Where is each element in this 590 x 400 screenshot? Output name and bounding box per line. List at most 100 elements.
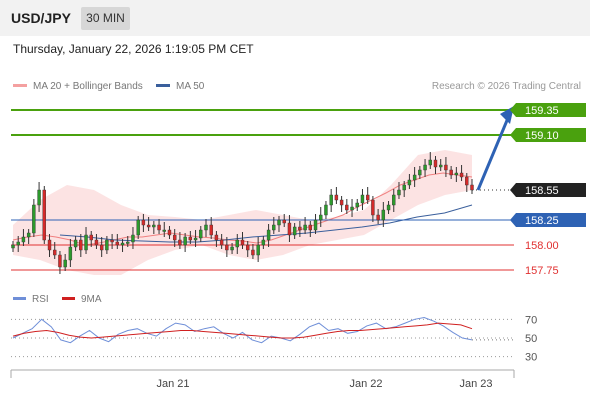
timeframe-button[interactable]: 30 MIN [81, 7, 130, 30]
candle-body [89, 234, 93, 241]
legend-ma20-label: MA 20 + Bollinger Bands [33, 81, 143, 92]
candle-body [423, 164, 427, 171]
x-axis-label: Jan 22 [349, 378, 382, 390]
rsi-ma-swatch [62, 296, 75, 300]
candle-body [392, 194, 396, 206]
candle-body [350, 206, 354, 211]
candle-body [402, 184, 406, 191]
level-tag-resistance-1: 159.10 [525, 130, 559, 142]
candle-body [157, 224, 161, 231]
candle-body [386, 204, 391, 211]
candle-body [136, 219, 140, 236]
candle-body [397, 189, 401, 196]
candle-body [152, 224, 156, 228]
candle-body [11, 244, 15, 249]
candle-body [371, 199, 375, 216]
candle-body [470, 184, 474, 191]
candle-body [21, 236, 26, 243]
candle-body [204, 224, 208, 231]
candle-body [167, 229, 172, 236]
level-tags: 159.35 159.10 158.55 158.25 158.00 157.75 [510, 103, 586, 277]
x-axis-label: Jan 21 [156, 378, 189, 390]
candle-body [444, 164, 448, 171]
rsi-line [12, 316, 473, 344]
candle-body [32, 204, 36, 234]
rsi-ma-line [12, 322, 473, 339]
level-tag-resistance-1-bg [510, 128, 586, 142]
candle-body [319, 214, 323, 221]
candle-body [465, 176, 469, 186]
level-tag-last: 158.55 [525, 185, 559, 197]
candle-body [199, 229, 203, 239]
level-tag-resistance-2-bg [510, 103, 586, 117]
candle-body [308, 224, 313, 231]
level-tag-support-2: 157.75 [525, 265, 559, 277]
candle-body [172, 234, 177, 241]
candle-body [277, 219, 281, 226]
candle-body [345, 204, 349, 211]
candle-body [272, 224, 276, 231]
legend-ma20: MA 20 + Bollinger Bands [13, 81, 143, 92]
candle-body [105, 239, 109, 251]
level-tag-last-bg [510, 183, 586, 197]
candle-body [94, 239, 99, 246]
level-tag-resistance-2: 159.35 [525, 105, 559, 117]
rsi-swatch [13, 296, 26, 300]
candle-body [365, 194, 370, 201]
candle-body [282, 219, 286, 224]
candle-body [131, 234, 135, 243]
candle-body [266, 229, 271, 241]
rsi-axis-label: 70 [525, 314, 537, 326]
candle-body [37, 189, 41, 206]
header-bar: USD/JPY 30 MIN [0, 0, 590, 36]
candle-body [178, 239, 182, 246]
x-axis: Jan 21 Jan 22 Jan 23 [10, 369, 515, 390]
candle-body [256, 244, 260, 256]
candle-body [79, 239, 83, 251]
candle-body [246, 244, 250, 251]
candle-body [188, 236, 193, 241]
candle-body [433, 159, 438, 168]
candle-body [53, 249, 57, 256]
candle-body [303, 224, 307, 231]
rsi-axis-label: 50 [525, 333, 537, 345]
legend-rsi: RSI [13, 294, 49, 305]
candle-body [47, 239, 52, 251]
candle-body [16, 241, 20, 246]
candle-body [240, 239, 245, 246]
candle-body [183, 236, 187, 246]
candle-body [428, 159, 432, 166]
candle-body [381, 209, 386, 221]
candle-body [126, 241, 130, 244]
candle-body [42, 189, 46, 241]
candle-body [26, 232, 31, 238]
candle-body [193, 237, 198, 241]
bollinger-band-area [13, 150, 472, 275]
ma50-swatch [156, 83, 170, 87]
candle-body [115, 241, 120, 246]
candle-body [58, 254, 62, 268]
candle-body [360, 194, 365, 204]
rsi-panel: 70 50 30 [11, 314, 537, 364]
level-tag-pivot: 158.25 [525, 215, 559, 227]
legend-rsi-label: RSI [32, 294, 49, 305]
candle-body [219, 239, 224, 246]
candle-body [99, 244, 104, 251]
forecast-arrow-shaft [476, 117, 510, 191]
candle-body [355, 202, 359, 208]
rsi-axis-label: 30 [525, 352, 537, 364]
candle-body [324, 204, 328, 216]
candle-body [449, 169, 453, 176]
candle-body [63, 259, 67, 268]
candle-body [329, 194, 333, 206]
candle-body [162, 229, 166, 232]
candle-body [251, 249, 255, 256]
candle-body [84, 234, 88, 251]
level-tag-pivot-bg [510, 213, 586, 227]
candle-body [439, 164, 443, 168]
legend-ma50-label: MA 50 [176, 81, 205, 92]
candle-body [73, 239, 78, 248]
ma20-swatch [13, 83, 27, 87]
